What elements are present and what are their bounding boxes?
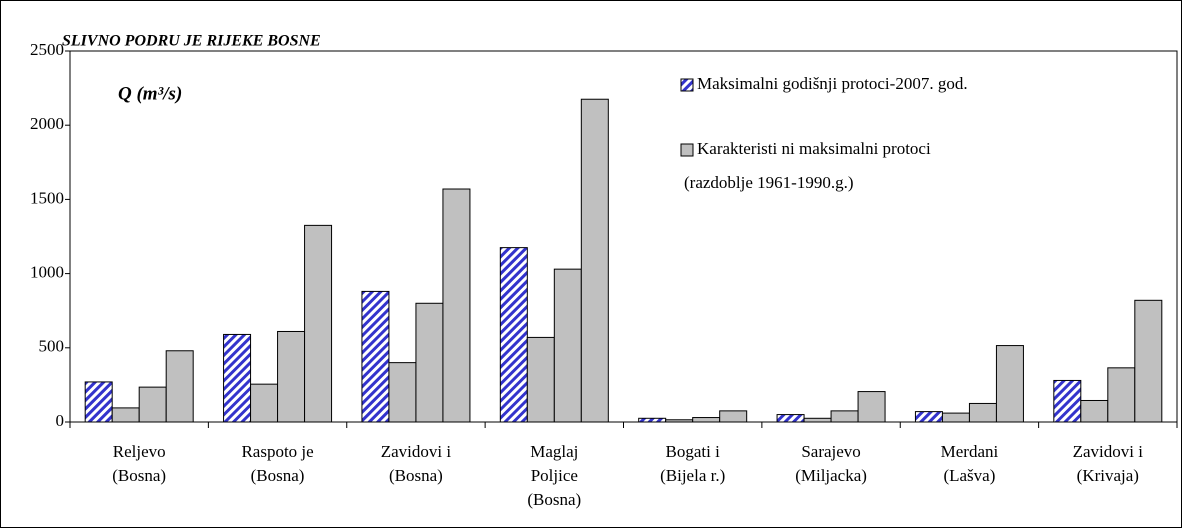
bar [580,98,609,423]
bar [1080,399,1109,423]
bar [857,391,886,423]
y-axis-label: Q (m³/s) [118,83,182,104]
bar [914,411,943,423]
bar [692,417,721,423]
x-tick-label: (Bosna) [527,490,581,509]
x-tick-label: (Bosna) [251,466,305,485]
x-tick-label: Maglaj [530,442,578,461]
legend-label: Karakteristi ni maksimalni protoci [697,139,931,158]
x-tick-label: (Bijela r.) [660,466,725,485]
bar [803,417,832,423]
legend-label: Maksimalni godišnji protoci-2007. god. [697,74,968,93]
x-tick-label: Merdani [941,442,999,461]
x-tick-label: Poljice [531,466,578,485]
bar [719,410,748,423]
bar [388,362,417,423]
bar [665,419,694,423]
y-tick-label: 2500 [30,40,64,59]
bar [499,247,528,423]
x-tick-label: (Krivaja) [1077,466,1139,485]
y-tick-label: 1000 [30,263,64,282]
bar [776,414,805,423]
bar [1134,299,1163,423]
bar [1107,367,1136,423]
bar [138,386,167,423]
bar [941,412,970,423]
x-tick-label: (Bosna) [389,466,443,485]
bar [1053,379,1082,423]
x-tick-label: Raspoto je [241,442,313,461]
x-tick-label: Zavidovi i [1073,442,1144,461]
chart-title: SLIVNO PODRU JE RIJEKE BOSNE [62,33,321,50]
legend-swatch [680,78,694,92]
bar [830,410,859,423]
x-tick-label: Zavidovi i [381,442,452,461]
legend-label: (razdoblje 1961-1990.g.) [684,173,853,192]
bar [553,268,582,423]
bar [526,336,555,423]
bar [165,350,194,423]
legend-swatch [680,143,694,157]
x-tick-label: Reljevo [113,442,166,461]
bar [442,188,471,423]
bar [304,224,333,423]
x-tick-label: Sarajevo [801,442,860,461]
y-tick-label: 2000 [30,114,64,133]
x-tick-label: (Lašva) [943,466,995,485]
x-tick-label: Bogati i [666,442,721,461]
bar [968,402,997,423]
x-tick-label: (Miljacka) [795,466,867,485]
bar [415,302,444,423]
y-tick-label: 500 [39,337,65,356]
bar [277,330,306,423]
y-tick-label: 0 [56,411,65,430]
bar [361,290,390,423]
bar [250,383,279,423]
bar [84,381,113,423]
bar [223,333,252,423]
y-tick-label: 1500 [30,188,64,207]
x-tick-label: (Bosna) [112,466,166,485]
bar [995,345,1024,423]
bar [638,417,667,423]
bar [111,407,140,423]
